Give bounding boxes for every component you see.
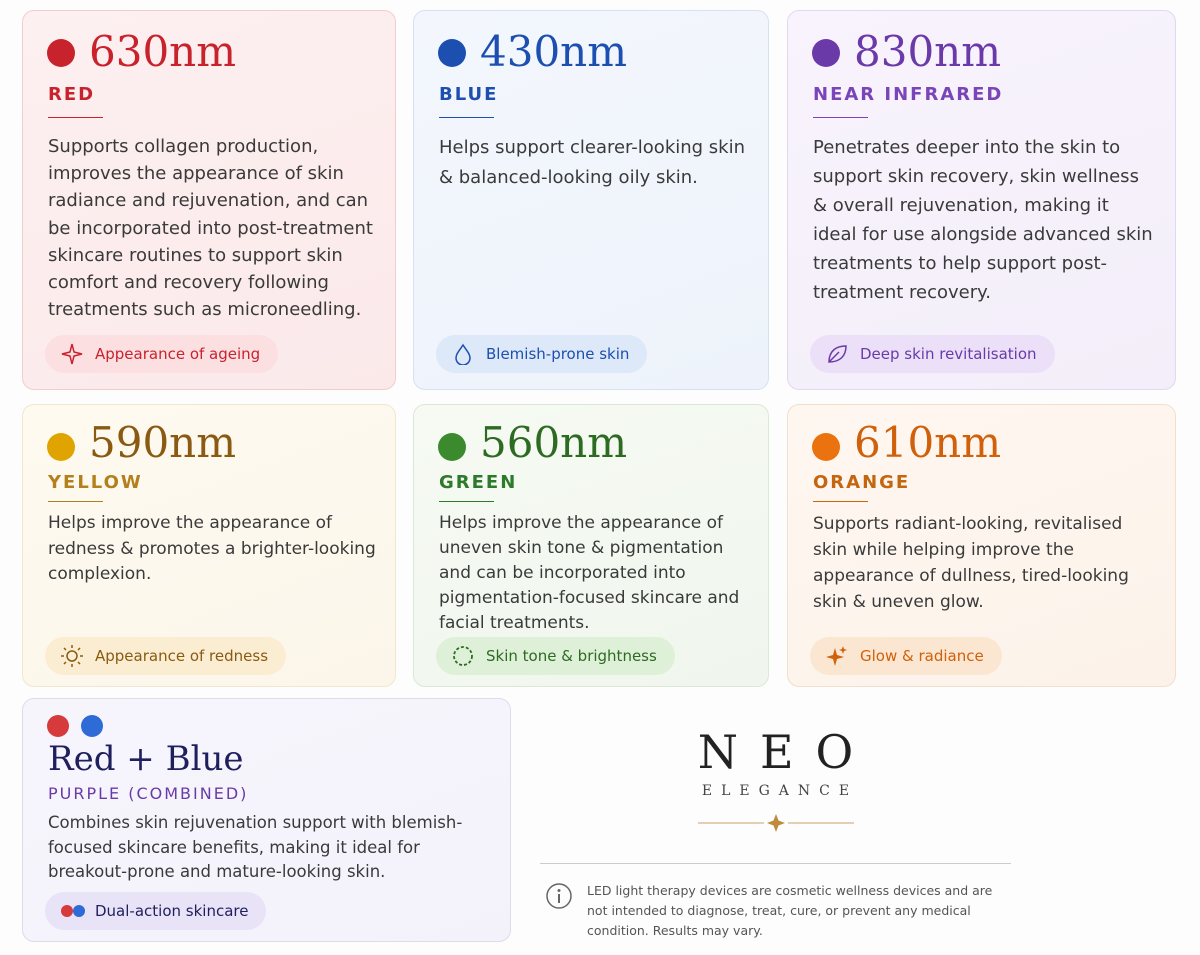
dot bbox=[47, 433, 75, 461]
subtitle: PURPLE (COMBINED) bbox=[48, 784, 249, 803]
description: Penetrates deeper into the skin to suppo… bbox=[813, 137, 1153, 303]
tag-label: Skin tone & brightness bbox=[486, 647, 657, 665]
tag-icon bbox=[455, 343, 471, 365]
tag-icon bbox=[61, 905, 85, 917]
ornament bbox=[697, 814, 854, 832]
tag-icon bbox=[453, 646, 473, 666]
heading: Red + Blue bbox=[48, 739, 244, 779]
color-name: GREEN bbox=[439, 472, 518, 493]
description: Helps improve the appearance of redness … bbox=[48, 513, 376, 584]
tag-label: Appearance of ageing bbox=[95, 345, 261, 363]
tag: Skin tone & brightness bbox=[436, 637, 675, 675]
card: 560nm GREEN Helps improve the appearance o… bbox=[413, 404, 769, 687]
tag: Deep skin revitalisation bbox=[810, 335, 1055, 373]
rule bbox=[813, 117, 868, 118]
dot bbox=[47, 39, 75, 67]
color-name: YELLOW bbox=[48, 472, 143, 493]
tag-label: Appearance of redness bbox=[95, 647, 269, 665]
card: 630nm RED Supports collagen production, im… bbox=[22, 10, 396, 390]
color-name: NEAR INFRARED bbox=[813, 84, 1004, 105]
rule bbox=[48, 117, 103, 118]
brand: NEO ELEGANCE bbox=[540, 725, 1011, 839]
description: Combines skin rejuvenation support with … bbox=[48, 813, 463, 881]
wavelength: 830nm bbox=[854, 27, 1002, 76]
tag: Glow & radiance bbox=[810, 637, 1002, 675]
tag-icon bbox=[61, 343, 83, 365]
info-icon bbox=[546, 883, 572, 909]
divider bbox=[540, 863, 1011, 864]
card: 610nm ORANGE Supports radiant-looking, rev… bbox=[787, 404, 1176, 687]
description: Supports collagen production, improves t… bbox=[48, 136, 373, 321]
description: Supports radiant-looking, revitalised sk… bbox=[813, 514, 1129, 612]
brand-name: NEO bbox=[697, 725, 876, 779]
tag: Appearance of redness bbox=[45, 637, 287, 675]
tag-label: Dual-action skincare bbox=[95, 902, 249, 920]
wavelength: 610nm bbox=[854, 418, 1002, 467]
brand-subname: ELEGANCE bbox=[701, 783, 859, 799]
wavelength: 630nm bbox=[89, 27, 237, 76]
wavelength: 430nm bbox=[480, 27, 628, 76]
card: 430nm BLUE Helps support clearer-looking s… bbox=[413, 10, 769, 390]
tag-icon bbox=[828, 345, 847, 363]
rule bbox=[439, 117, 494, 118]
tag-label: Blemish-prone skin bbox=[486, 345, 630, 363]
disclaimer: LED light therapy devices are cosmetic w… bbox=[587, 883, 993, 938]
color-name: BLUE bbox=[439, 84, 499, 105]
rule bbox=[439, 501, 494, 502]
card: Red + Blue PURPLE (COMBINED) Combines skin… bbox=[22, 698, 511, 942]
tag: Dual-action skincare bbox=[45, 892, 267, 930]
tag-icon bbox=[826, 646, 847, 666]
tag: Blemish-prone skin bbox=[436, 335, 648, 373]
dot bbox=[438, 39, 466, 67]
tag: Appearance of ageing bbox=[45, 335, 279, 373]
dot bbox=[812, 433, 840, 461]
dot bbox=[438, 433, 466, 461]
description: Helps improve the appearance of uneven s… bbox=[439, 513, 740, 633]
tag-label: Deep skin revitalisation bbox=[860, 345, 1037, 363]
color-name: RED bbox=[48, 84, 96, 105]
dot bbox=[812, 39, 840, 67]
color-name: ORANGE bbox=[813, 472, 911, 493]
tag-label: Glow & radiance bbox=[860, 647, 984, 665]
rule bbox=[813, 501, 868, 502]
description: Helps support clearer-looking skin & bal… bbox=[439, 137, 746, 188]
wavelength: 590nm bbox=[89, 418, 237, 467]
card: 830nm NEAR INFRARED Penetrates deeper into… bbox=[787, 10, 1176, 390]
dot bbox=[47, 715, 69, 737]
dot bbox=[81, 715, 103, 737]
card: 590nm YELLOW Helps improve the appearance … bbox=[22, 404, 396, 687]
wavelength: 560nm bbox=[480, 418, 628, 467]
rule bbox=[48, 501, 103, 502]
tag-icon bbox=[61, 645, 83, 667]
